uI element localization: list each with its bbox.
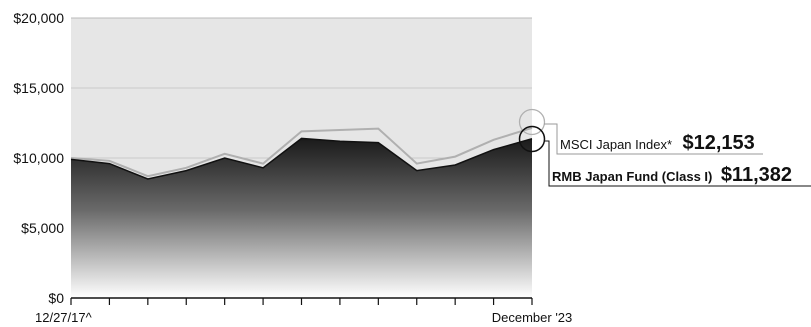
fund-callout-line — [544, 140, 811, 187]
fund-series-name: RMB Japan Fund (Class I) — [552, 169, 712, 184]
y-tick-label: $15,000 — [13, 80, 64, 96]
y-tick-label: $20,000 — [13, 10, 64, 26]
index-line — [70, 126, 533, 178]
index-series-name: MSCI Japan Index* — [560, 137, 672, 152]
index-end-marker — [518, 108, 546, 136]
fund-end-value: $11,382 — [721, 164, 792, 186]
index-legend: MSCI Japan Index* $12,153 — [560, 132, 755, 154]
y-tick-labels: $0 $5,000 $10,000 $15,000 $20,000 — [13, 10, 64, 306]
x-ticks — [70, 298, 533, 305]
index-callout-line — [544, 123, 763, 155]
y-tick-label: $0 — [48, 290, 64, 306]
fund-line — [70, 137, 533, 180]
x-end-label: December '23 — [492, 310, 573, 325]
fund-legend: RMB Japan Fund (Class I) $11,382 — [552, 164, 792, 186]
y-tick-label: $10,000 — [13, 150, 64, 166]
fund-area — [71, 138, 532, 298]
x-start-label: 12/27/17^ — [35, 310, 93, 325]
index-end-value: $12,153 — [682, 132, 754, 154]
fund-end-marker — [518, 125, 546, 153]
y-tick-label: $5,000 — [21, 220, 64, 236]
